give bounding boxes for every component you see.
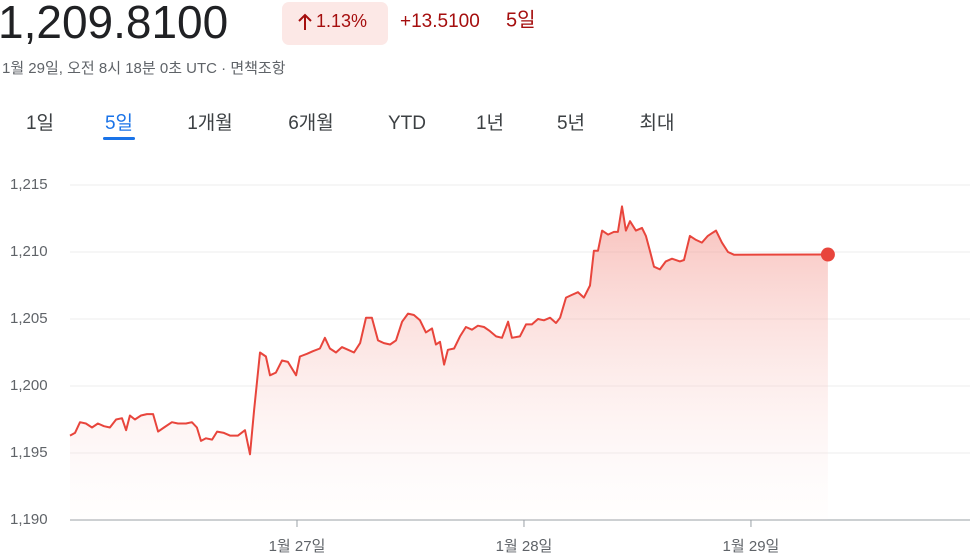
y-tick-label: 1,210: [10, 243, 48, 260]
y-tick-label: 1,205: [10, 310, 48, 327]
y-tick-label: 1,200: [10, 377, 48, 394]
period-tab[interactable]: 1개월: [187, 112, 233, 134]
period-tab[interactable]: 1일: [26, 112, 54, 134]
price-line: [69, 205, 828, 456]
price: 1,209.8100: [0, 0, 228, 48]
current-point: [820, 247, 835, 262]
change-period: 5일: [506, 8, 536, 31]
change-value: +13.5100: [400, 11, 480, 32]
x-tick-label: 1월 28일: [496, 538, 553, 555]
period-tab[interactable]: 최대: [640, 112, 675, 134]
y-tick-label: 1,215: [10, 176, 48, 193]
period-tab[interactable]: 6개월: [288, 112, 334, 134]
subtitle: 1월 29일, 오전 8시 18분 0초 UTC · 면책조항: [2, 60, 286, 77]
change-badge: [282, 2, 388, 45]
change-percent: 1.13%: [316, 11, 367, 31]
tab-underline: [102, 137, 136, 140]
period-tab[interactable]: 5일: [105, 112, 133, 134]
y-tick-label: 1,195: [10, 444, 48, 461]
x-tick-label: 1월 29일: [723, 538, 780, 555]
period-tab[interactable]: YTD: [388, 113, 426, 134]
area-fill: [70, 206, 828, 520]
period-tab[interactable]: 5년: [557, 112, 585, 134]
up-arrow-icon: [298, 13, 312, 30]
y-tick-label: 1,190: [10, 511, 48, 528]
period-tab[interactable]: 1년: [476, 112, 504, 134]
x-tick-label: 1월 27일: [269, 538, 326, 555]
